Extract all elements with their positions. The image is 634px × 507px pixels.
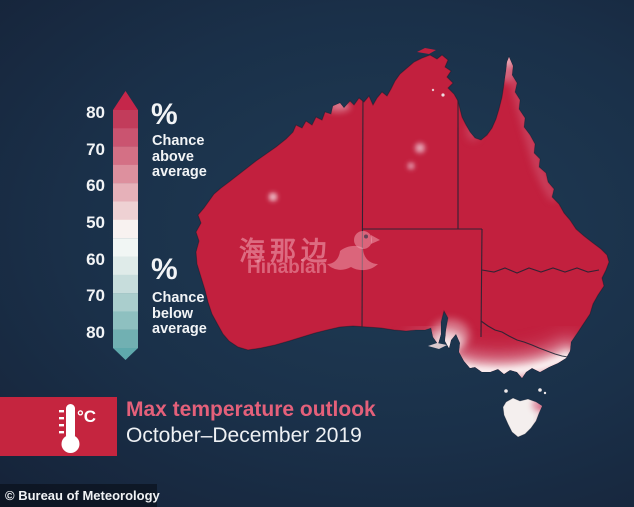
melville-island: [417, 48, 436, 54]
temperature-badge: [0, 397, 117, 456]
scale-segment: [113, 219, 138, 239]
scale-segment: [113, 201, 138, 220]
chance-above-line3: average: [152, 164, 207, 180]
chance-above-line1: Chance: [152, 133, 205, 149]
legend-tick-70-above: 70: [86, 140, 105, 159]
kangaroo-island: [428, 343, 447, 349]
king-island: [504, 389, 508, 393]
scale-segment: [113, 128, 138, 147]
copyright-text: © Bureau of Meteorology: [5, 488, 160, 503]
watermark-en-text: Hinabian: [247, 257, 328, 278]
legend-tick-50: 50: [86, 213, 105, 232]
scale-segment: [113, 329, 138, 349]
chance-below-line2: below: [152, 305, 194, 322]
percent-above-symbol: %: [151, 98, 178, 131]
tasmania: [502, 397, 543, 438]
australia-mainland: [195, 54, 610, 379]
percent-below-symbol: %: [151, 253, 178, 286]
legend-tick-80-above: 80: [86, 103, 105, 122]
copyright-bar: [0, 484, 157, 507]
legend-tick-70-below: 70: [86, 286, 105, 305]
chance-below-line3: average: [152, 321, 207, 337]
flinders-island-south: [543, 391, 547, 395]
scale-segment: [113, 256, 138, 275]
chance-below-line1: Chance: [152, 290, 205, 306]
scale-segment: [113, 311, 138, 330]
hinabian-bird-icon: [327, 231, 380, 271]
scale-segment: [113, 274, 138, 294]
scale-segment: [113, 183, 138, 202]
unit-label: °C: [77, 407, 97, 426]
watermark-cn-text: 海那边: [239, 236, 333, 266]
scale-segment: [113, 110, 138, 129]
scale-arrow-down-icon: [113, 348, 138, 360]
scale-segment: [113, 164, 138, 184]
state-borders: [361, 94, 600, 358]
probability-scale-bar: [113, 91, 138, 360]
thermometer-icon: [59, 404, 80, 453]
page-subtitle: October–December 2019: [126, 424, 362, 447]
scale-segment: [113, 238, 138, 257]
flinders-island: [538, 388, 542, 392]
legend-tick-60-below: 60: [86, 250, 105, 269]
page-title: Max temperature outlook: [126, 398, 376, 421]
chance-above-line2: above: [152, 148, 194, 165]
legend-tick-60-above: 60: [86, 176, 105, 195]
scale-segment: [113, 146, 138, 166]
scale-arrow-up-icon: [113, 91, 138, 110]
scale-segment: [113, 293, 138, 312]
legend-tick-80-below: 80: [86, 323, 105, 342]
